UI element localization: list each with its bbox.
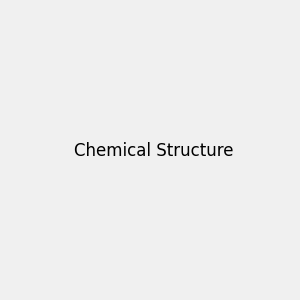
Text: Chemical Structure: Chemical Structure <box>74 142 233 160</box>
